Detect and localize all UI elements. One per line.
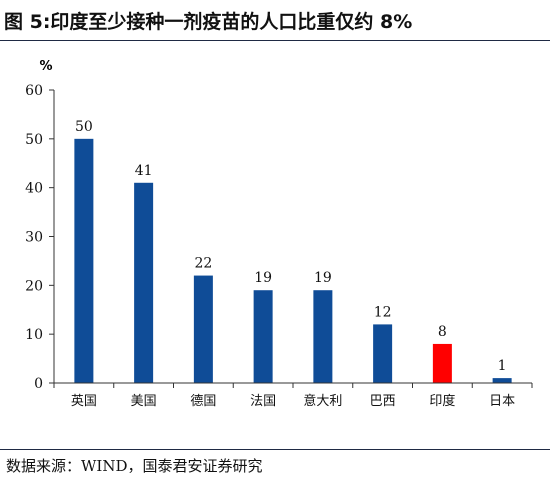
data-label: 19 xyxy=(314,270,332,286)
data-label: 12 xyxy=(374,304,392,320)
source-note: 数据来源：WIND，国泰君安证券研究 xyxy=(6,457,263,475)
y-tick-label: 60 xyxy=(25,83,43,99)
data-label: 19 xyxy=(254,270,272,286)
x-tick-label: 英国 xyxy=(71,394,97,409)
bar-美国 xyxy=(134,182,154,383)
bar-德国 xyxy=(193,275,213,383)
y-tick-label: 10 xyxy=(25,327,43,343)
y-tick-label: 30 xyxy=(25,230,43,246)
source-rule xyxy=(0,449,550,450)
y-tick-label: 40 xyxy=(25,181,43,197)
bar-印度 xyxy=(432,343,452,383)
data-label: 41 xyxy=(135,163,153,179)
y-tick-label: 0 xyxy=(34,376,43,392)
data-label: 50 xyxy=(75,119,93,135)
figure-title: 图 5:印度至少接种一剂疫苗的人口比重仅约 8% xyxy=(4,11,413,33)
bar-法国 xyxy=(253,290,273,383)
y-axis: 0 10 20 30 40 50 60 xyxy=(25,83,55,392)
x-tick-label: 印度 xyxy=(429,393,455,409)
y-tick-label: 50 xyxy=(25,132,43,148)
bar-chart: % 0 10 20 30 40 50 60 50 41 22 19 19 12 8 1 英国 美国 德国 法国 意… xyxy=(25,59,533,409)
x-tick-label: 巴西 xyxy=(370,394,396,409)
x-tick-label: 日本 xyxy=(489,394,515,409)
x-tick-label: 法国 xyxy=(250,394,276,409)
data-label: 8 xyxy=(438,324,447,340)
data-label: 22 xyxy=(194,256,212,272)
y-unit-label: % xyxy=(39,59,52,74)
data-label: 1 xyxy=(498,358,507,374)
bar-日本 xyxy=(492,378,512,383)
y-tick-label: 20 xyxy=(25,278,43,294)
x-tick-label: 德国 xyxy=(190,394,216,409)
title-rule xyxy=(0,40,550,41)
bar-意大利 xyxy=(313,290,333,383)
bar-巴西 xyxy=(373,324,393,383)
x-tick-label: 意大利 xyxy=(303,393,342,409)
bars-group: 50 41 22 19 19 12 8 1 xyxy=(74,119,512,383)
x-axis: 英国 美国 德国 法国 意大利 巴西 印度 日本 xyxy=(53,382,533,409)
bar-英国 xyxy=(74,138,94,383)
x-tick-label: 美国 xyxy=(131,394,157,409)
